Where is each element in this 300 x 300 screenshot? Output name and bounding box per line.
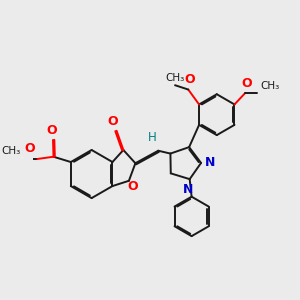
Text: O: O (46, 124, 57, 137)
Text: O: O (184, 73, 194, 86)
Text: O: O (241, 77, 252, 90)
Text: CH₃: CH₃ (260, 80, 280, 91)
Text: N: N (206, 156, 216, 170)
Text: CH₃: CH₃ (1, 146, 21, 156)
Text: methoxy: methoxy (172, 83, 179, 84)
Text: H: H (148, 130, 157, 143)
Text: CH₃: CH₃ (165, 73, 185, 83)
Text: O: O (24, 142, 35, 155)
Text: O: O (108, 115, 118, 128)
Text: methyl: methyl (21, 157, 26, 158)
Text: O: O (127, 180, 138, 193)
Text: N: N (183, 183, 194, 196)
